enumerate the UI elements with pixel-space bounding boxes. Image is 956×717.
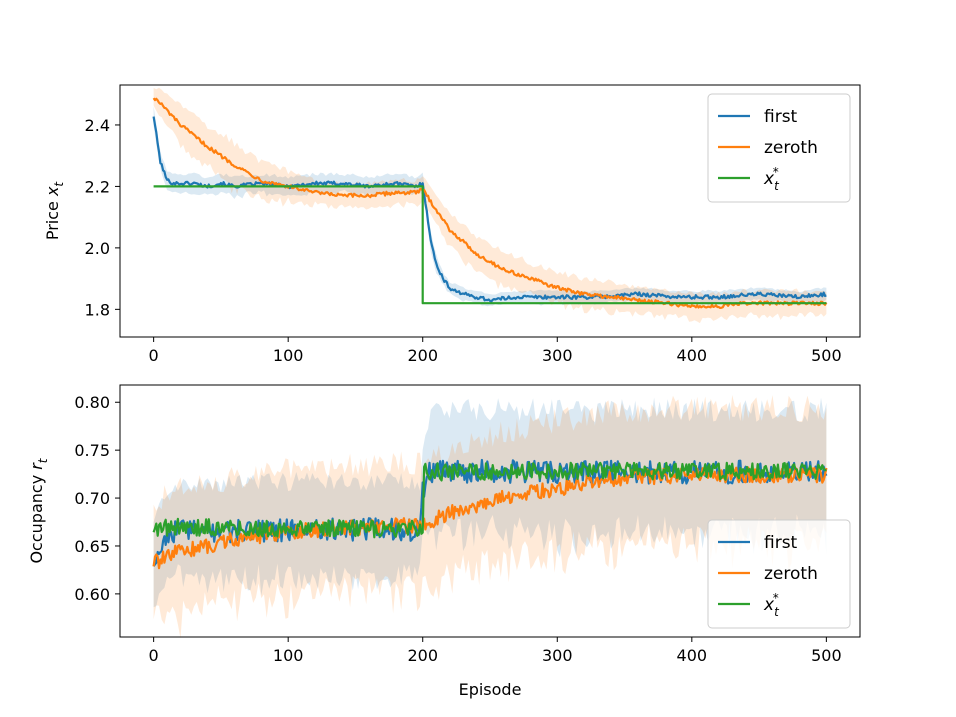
y-tick-label: 2.2 xyxy=(85,177,110,196)
x-tick-label: 0 xyxy=(149,346,159,365)
series-line-optimal xyxy=(153,185,827,305)
legend-box xyxy=(707,519,851,629)
price-axes-frame xyxy=(119,84,861,338)
x-tick-label: 500 xyxy=(811,646,842,665)
band-zeroth xyxy=(153,395,827,639)
y-tick-label: 0.75 xyxy=(74,441,110,460)
occupancy-legend: first zeroth xt* xyxy=(707,519,851,629)
legend-label-zeroth: zeroth xyxy=(764,564,818,584)
occupancy-x-axis-label: Episode xyxy=(459,680,522,699)
y-tick-label: 1.8 xyxy=(85,300,110,319)
occupancy-lines xyxy=(152,458,828,570)
band-zeroth xyxy=(153,87,827,324)
y-tick-label: 2.4 xyxy=(85,116,110,135)
price-x-ticks: 0 100 200 300 400 500 xyxy=(149,337,842,365)
price-y-axis-label: Price xt xyxy=(43,181,66,241)
series-line-optimal xyxy=(152,461,827,539)
y-tick-label: 0.70 xyxy=(74,489,110,508)
x-tick-label: 300 xyxy=(542,346,573,365)
occupancy-y-axis-label: Occupancy rt xyxy=(27,457,50,563)
x-tick-label: 100 xyxy=(273,646,304,665)
x-tick-label: 100 xyxy=(273,346,304,365)
price-bands xyxy=(153,87,827,324)
x-tick-label: 300 xyxy=(542,646,573,665)
occupancy-y-ticks: 0.60 0.65 0.70 0.75 0.80 xyxy=(74,393,120,604)
occupancy-x-ticks: 0 100 200 300 400 500 xyxy=(149,637,842,665)
y-tick-label: 0.60 xyxy=(74,585,110,604)
legend-label-optimal: xt* xyxy=(763,165,780,193)
legend-label-first: first xyxy=(764,533,798,553)
x-tick-label: 200 xyxy=(407,646,438,665)
legend-label-zeroth: zeroth xyxy=(764,138,818,158)
legend-box xyxy=(707,93,851,203)
x-tick-label: 200 xyxy=(407,346,438,365)
price-chart: 0 100 200 300 400 500 1.8 2.0 2.2 2.4 Price xt f… xyxy=(43,84,861,365)
x-tick-label: 400 xyxy=(677,346,708,365)
occupancy-axes-frame xyxy=(119,384,861,638)
occupancy-chart: 0 100 200 300 400 500 0.60 0.65 0.70 0.75 0.80 Oc… xyxy=(27,384,861,699)
price-lines xyxy=(152,97,828,309)
x-tick-label: 400 xyxy=(677,646,708,665)
y-tick-label: 0.80 xyxy=(74,393,110,412)
legend-label-first: first xyxy=(764,107,798,127)
price-legend: first zeroth xt* xyxy=(707,93,851,203)
y-tick-label: 2.0 xyxy=(85,239,110,258)
y-tick-label: 0.65 xyxy=(74,537,110,556)
x-tick-label: 0 xyxy=(149,646,159,665)
x-tick-label: 500 xyxy=(811,346,842,365)
price-y-ticks: 1.8 2.0 2.2 2.4 xyxy=(85,116,120,319)
legend-label-optimal: xt* xyxy=(763,591,780,619)
series-line-zeroth xyxy=(152,97,828,309)
